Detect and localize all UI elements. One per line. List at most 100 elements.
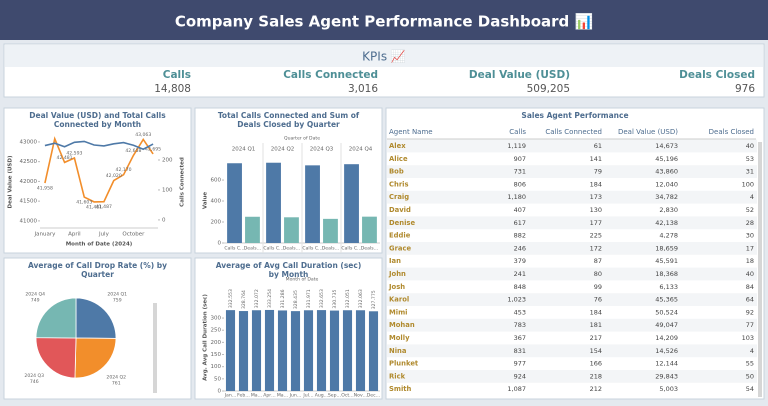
column-header: Calls: [509, 128, 526, 136]
kpi-label: Deal Value (USD): [469, 69, 570, 81]
table-cell: 977: [514, 360, 526, 368]
agent-name: Bob: [389, 168, 404, 176]
bar: [238, 311, 249, 391]
y-tick-label: 41500: [20, 199, 38, 205]
bar: [329, 310, 340, 391]
table-cell: 50: [746, 372, 754, 380]
table-cell: 55: [746, 360, 754, 368]
data-label: 42,593: [66, 150, 82, 156]
agent-name: Mimi: [389, 308, 408, 316]
table-cell: 49,047: [655, 321, 678, 329]
table-cell: 92: [746, 308, 754, 316]
table-cell: 4: [750, 193, 754, 201]
bar: [266, 162, 281, 243]
table-cell: 53: [746, 155, 754, 163]
row-band: [387, 216, 757, 230]
table-cell: 4,278: [659, 232, 678, 240]
agent-name: Karol: [389, 296, 409, 304]
table-cell: 806: [514, 180, 526, 188]
table-cell: 45,591: [655, 257, 678, 265]
table-cell: 1,180: [507, 193, 526, 201]
x-tick-label: July: [98, 232, 110, 238]
slice-value: 749: [31, 297, 40, 303]
column-header: Calls Connected: [545, 128, 602, 136]
data-label: 42,481: [57, 155, 73, 161]
axis-title: Calls Connected: [180, 157, 186, 207]
row-band: [387, 267, 757, 281]
y-tick-label: 43000: [20, 139, 38, 145]
table-cell: 12,040: [655, 180, 678, 188]
bar: [225, 310, 236, 391]
table-cell: 731: [514, 168, 526, 176]
table-cell: 45,196: [655, 155, 678, 163]
agent-name: John: [388, 270, 406, 278]
table-cell: 43,860: [655, 168, 678, 176]
bar: [305, 165, 320, 243]
table-cell: 100: [742, 180, 754, 188]
series-label: Deals…: [361, 246, 379, 252]
kpi-title: KPIs 📈: [362, 50, 406, 64]
data-label: 328.764: [241, 290, 247, 309]
table-cell: 241: [514, 270, 526, 278]
table-cell: 166: [590, 360, 602, 368]
table-cell: 6,133: [659, 283, 678, 291]
table-title: Sales Agent Performance: [521, 111, 628, 120]
slice-value: 746: [30, 379, 39, 385]
row-band: [387, 190, 757, 204]
row-band: [387, 242, 757, 255]
table-cell: 1,087: [507, 385, 526, 393]
agent-name: Chris: [389, 180, 409, 188]
table-cell: 141: [590, 155, 602, 163]
series-label: Calls C…: [302, 246, 323, 252]
x-tick-label: January: [33, 232, 56, 238]
bar: [303, 310, 314, 391]
table-cell: 14,526: [655, 347, 678, 355]
series-label: Deals…: [244, 246, 262, 252]
table-cell: 783: [514, 321, 526, 329]
table-cell: 172: [590, 244, 602, 252]
axis-title: Deal Value (USD): [8, 155, 14, 208]
panel-title: Average of Avg Call Duration (sec) by Mon…: [216, 261, 362, 279]
x-tick-label: Jul…: [302, 393, 314, 399]
table-cell: 64: [746, 296, 754, 304]
data-label: 41,958: [37, 186, 53, 192]
y-tick-label: 42000: [20, 179, 38, 185]
table-cell: 212: [590, 385, 602, 393]
x-tick-label: Nov…: [354, 393, 368, 399]
table-cell: 99: [594, 283, 602, 291]
table-cell: 31: [746, 168, 754, 176]
slice-label: 2024 Q4: [25, 291, 45, 297]
data-label: 333.254: [267, 289, 273, 308]
scrollbar: [758, 142, 762, 397]
table-cell: 848: [514, 283, 526, 291]
table-cell: 28: [746, 219, 754, 227]
bar: [362, 216, 377, 243]
table-cell: 130: [590, 206, 602, 214]
table-cell: 2,830: [659, 206, 678, 214]
line-series: [44, 136, 154, 203]
table-cell: 184: [590, 180, 602, 188]
table-cell: 831: [514, 347, 526, 355]
table-cell: 12,144: [655, 360, 678, 368]
data-label: 327.775: [371, 290, 377, 309]
bar: [264, 309, 275, 391]
series-label: Calls C…: [224, 246, 245, 252]
agent-name: Denise: [389, 219, 415, 227]
table-cell: 184: [590, 308, 602, 316]
bar: [284, 217, 299, 243]
y-tick-label: 41000: [20, 218, 38, 224]
agent-name: Smith: [389, 385, 412, 393]
agent-name: Ian: [389, 257, 401, 265]
data-label: 43,063: [135, 132, 151, 138]
kpi-value: 14,808: [154, 83, 191, 95]
column-header: Agent Name: [389, 128, 433, 136]
x-tick-label: Dec…: [367, 393, 381, 399]
table-cell: 225: [590, 232, 602, 240]
x-axis-title: Month of Date: [286, 277, 319, 283]
data-label: 332.553: [228, 289, 234, 308]
y-axis-title: Avg. Avg Call Duration (sec): [203, 294, 209, 381]
kpi-label: Deals Closed: [679, 69, 755, 81]
title-bar: [0, 0, 768, 40]
agent-name: Grace: [389, 244, 412, 252]
table-cell: 76: [594, 296, 602, 304]
